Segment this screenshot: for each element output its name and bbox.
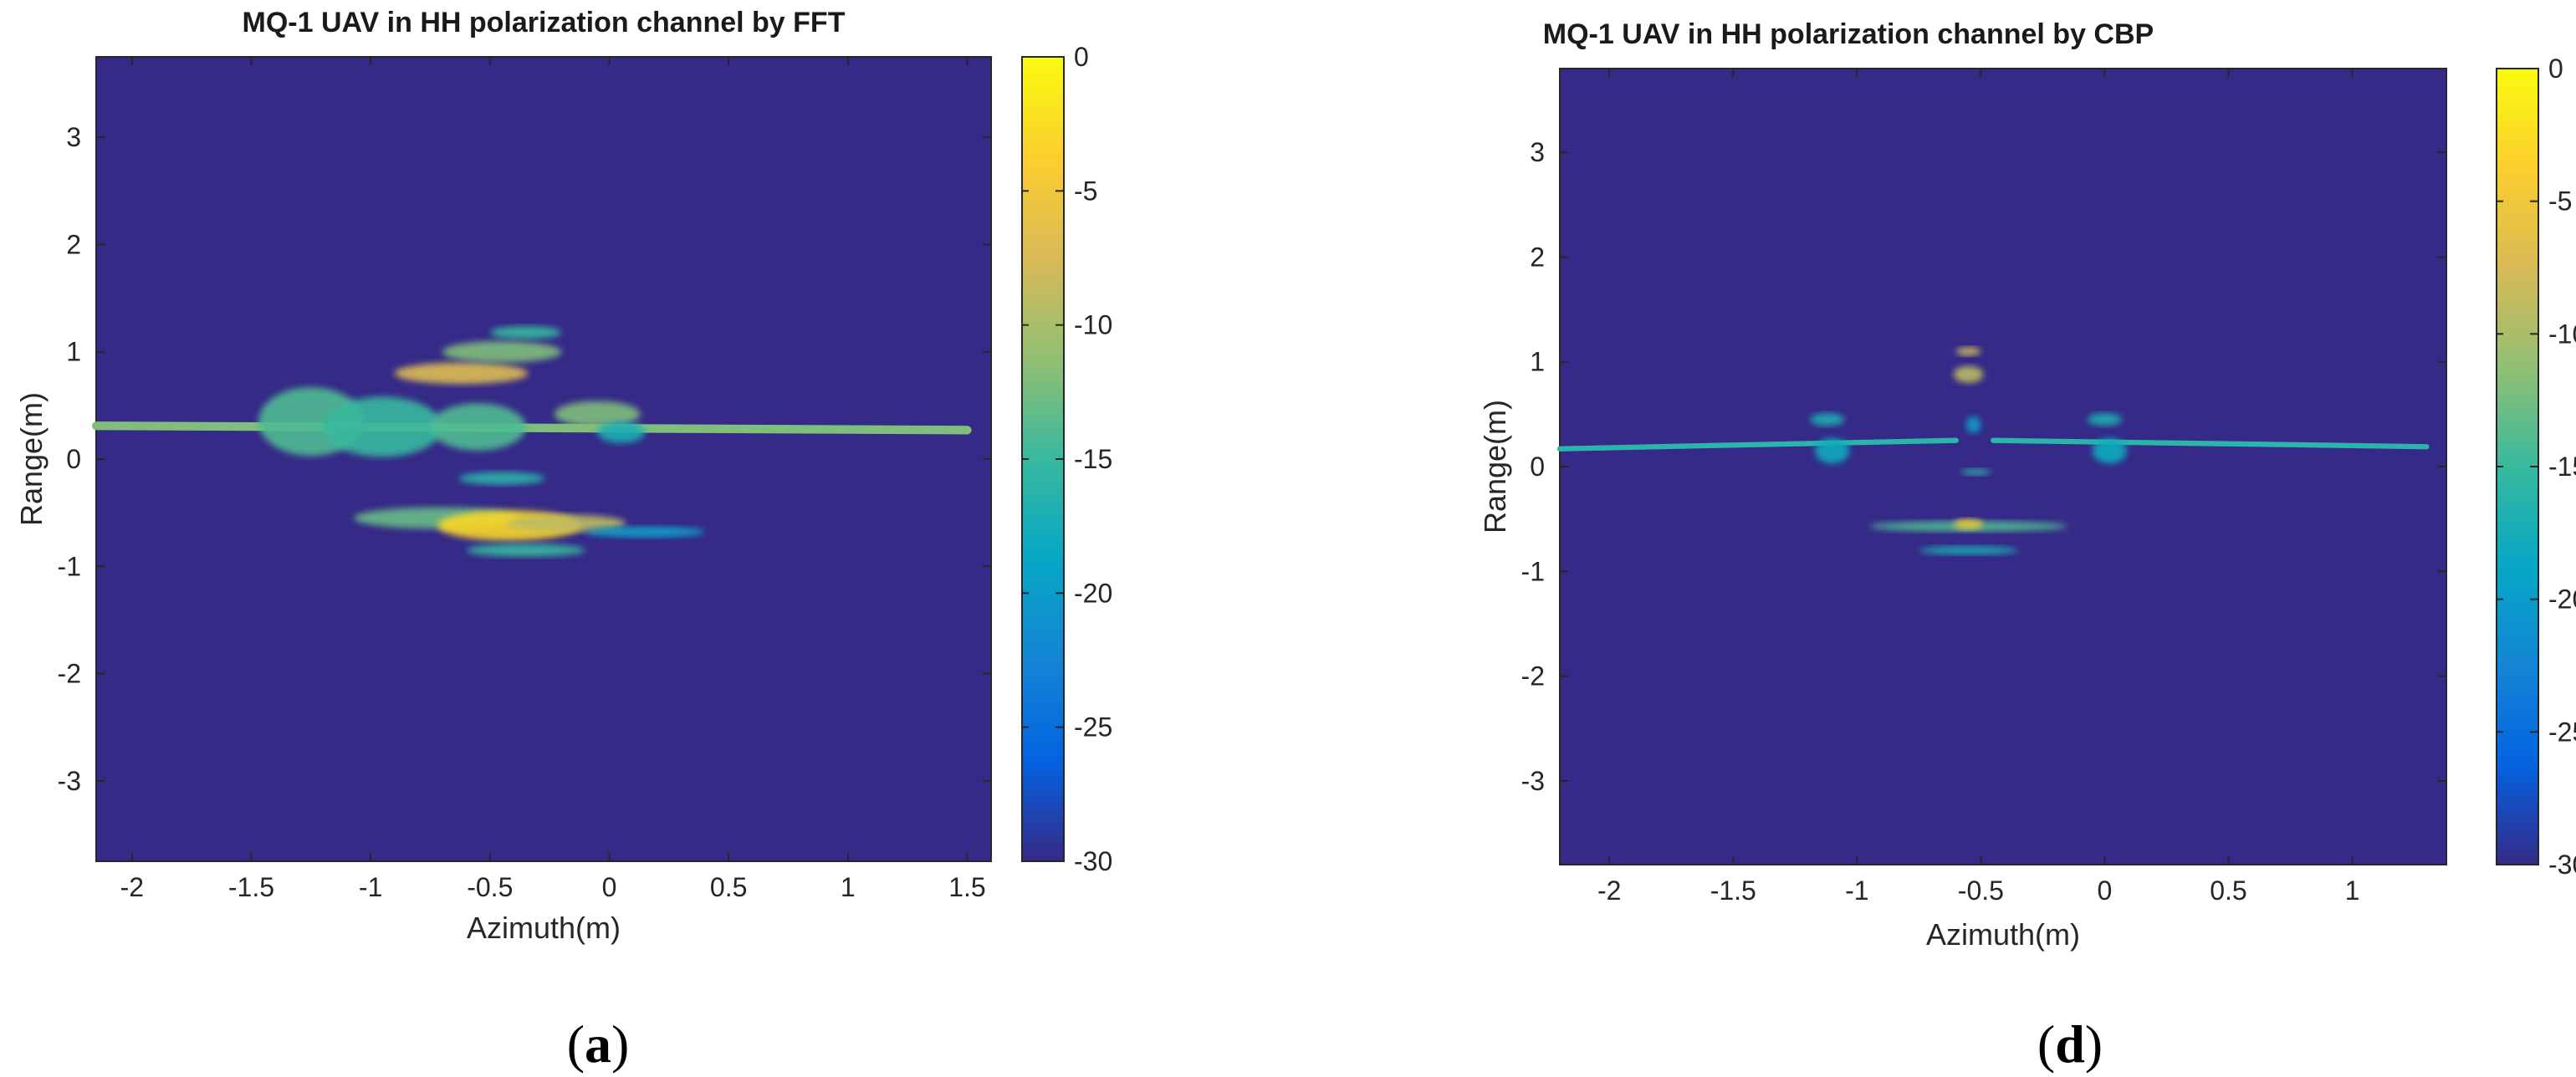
chart-fft-xaxis: -2 -1.5 -1 -0.5 0 0.5 1 1.5 <box>120 57 986 902</box>
chart-cbp-xtick-label: 0.5 <box>2210 875 2246 906</box>
chart-cbp-xtick-label: 0 <box>2097 875 2112 906</box>
chart-cbp-title: MQ-1 UAV in HH polarization channel by C… <box>1543 18 2154 50</box>
chart-cbp-yaxis: 3 2 1 0 -1 -2 -3 <box>1521 137 2446 796</box>
chart-fft-xtick-label: -1 <box>359 872 382 902</box>
chart-cbp-scatter-blob <box>1919 546 2018 555</box>
chart-fft-xtick-label: 1 <box>841 872 856 902</box>
chart-cbp-ytick-label: 1 <box>1530 347 1545 377</box>
chart-fft-scatter-blob <box>489 325 562 339</box>
chart-fft-colorbar-tick-label: -15 <box>1074 444 1112 474</box>
chart-fft-ytick-label: 3 <box>66 122 81 152</box>
chart-cbp-scatter-blob <box>2087 413 2123 426</box>
panel-label-a-letter: a <box>585 1014 611 1074</box>
chart-cbp-ytick-label: 2 <box>1530 242 1545 272</box>
chart-cbp-colorbar-tick-label: -30 <box>2548 850 2576 880</box>
panel-label-d-open: ( <box>2037 1014 2055 1074</box>
chart-fft-streak <box>91 421 972 435</box>
chart-fft-scatter-blob <box>585 526 705 538</box>
chart-cbp-ytick-label: -2 <box>1521 661 1545 692</box>
chart-cbp-marks <box>1556 347 2430 555</box>
chart-fft-scatter-blob <box>458 472 545 485</box>
panel-label-d: (d) <box>2037 1014 2103 1074</box>
panel-label-a-open: ( <box>567 1014 585 1074</box>
chart-fft-ylabel: Range(m) <box>14 392 49 526</box>
chart-cbp-ylabel: Range(m) <box>1478 400 1512 533</box>
chart-cbp-scatter-blob <box>1814 438 1850 464</box>
chart-cbp-colorbar-tick-label: -20 <box>2548 584 2576 615</box>
chart-fft-ytick-label: 2 <box>66 229 81 259</box>
chart-cbp-colorbar-tick-label: 0 <box>2548 54 2563 84</box>
chart-fft-scatter-blob <box>430 403 526 451</box>
chart-fft: MQ-1 UAV in HH polarization channel by F… <box>14 7 1112 1074</box>
chart-cbp-ytick-label: 3 <box>1530 137 1545 167</box>
chart-fft-xtick-label: 0.5 <box>710 872 747 902</box>
chart-cbp-scatter-blob <box>1953 365 1984 383</box>
chart-cbp-scatter-blob <box>1965 416 1981 433</box>
chart-fft-title: MQ-1 UAV in HH polarization channel by F… <box>243 7 846 38</box>
chart-fft-scatter-blob <box>323 396 442 457</box>
chart-fft-scatter-blob <box>394 362 529 385</box>
chart-fft-colorbar-tick-label: -20 <box>1074 578 1112 608</box>
chart-fft-scatter-blob <box>597 421 646 443</box>
chart-fft-ytick-label: -3 <box>58 766 81 796</box>
chart-cbp-scatter-blob <box>1955 347 1981 356</box>
chart-fft-xlabel: Azimuth(m) <box>467 911 621 945</box>
chart-cbp-ytick-label: -3 <box>1521 766 1545 796</box>
chart-cbp-xtick-label: -2 <box>1597 875 1621 906</box>
chart-fft-colorbar-tick-label: -5 <box>1074 176 1097 206</box>
chart-cbp-streak <box>1991 437 2430 450</box>
chart-fft-xtick-label: 0 <box>602 872 617 902</box>
panel-label-d-letter: d <box>2055 1014 2085 1074</box>
chart-fft-ytick-label: 0 <box>66 444 81 474</box>
panel-label-a: (a) <box>567 1014 630 1074</box>
chart-cbp-xlabel: Azimuth(m) <box>1926 917 2080 952</box>
chart-cbp-xtick-label: -0.5 <box>1958 875 2004 906</box>
chart-cbp-xtick-label: 1 <box>2345 875 2360 906</box>
chart-cbp-colorbar-tick-label: -25 <box>2548 717 2576 747</box>
chart-cbp-scatter-blob <box>1810 413 1845 426</box>
chart-cbp-colorbar-tick-label: -5 <box>2548 186 2572 217</box>
chart-fft-xtick-label: 1.5 <box>948 872 985 902</box>
chart-fft-colorbar-tick-label: 0 <box>1074 42 1089 72</box>
chart-fft-ytick-label: 1 <box>66 337 81 367</box>
chart-cbp-plot-bg <box>1559 68 2447 865</box>
panel-label-a-close: ) <box>611 1014 629 1074</box>
panel-label-d-close: ) <box>2085 1014 2103 1074</box>
chart-fft-colorbar-tick-label: -25 <box>1074 712 1112 743</box>
chart-cbp-colorbar-tick-label: -10 <box>2548 319 2576 349</box>
chart-fft-marks <box>91 325 972 557</box>
chart-fft-scatter-blob <box>466 544 585 557</box>
chart-cbp-colorbar-ticks: 0 -5 -10 -15 -20 -25 -30 <box>2497 54 2576 880</box>
chart-fft-ytick-label: -2 <box>58 659 81 689</box>
chart-fft-colorbar-tick-label: -10 <box>1074 310 1112 340</box>
chart-cbp-colorbar-tick-label: -15 <box>2548 452 2576 482</box>
chart-fft-xtick-label: -1.5 <box>228 872 274 902</box>
chart-fft-scatter-blob <box>554 401 641 427</box>
chart-cbp-xtick-label: -1 <box>1845 875 1868 906</box>
chart-fft-xtick-label: -0.5 <box>467 872 513 902</box>
chart-cbp-ytick-label: 0 <box>1530 452 1545 482</box>
chart-cbp-xtick-label: -1.5 <box>1710 875 1756 906</box>
chart-cbp-scatter-blob <box>2092 438 2128 464</box>
chart-cbp-ytick-label: -1 <box>1521 556 1545 586</box>
chart-fft-scatter-blob <box>442 340 562 363</box>
chart-cbp: MQ-1 UAV in HH polarization channel by C… <box>1478 18 2576 1074</box>
chart-cbp-scatter-blob <box>1953 518 1984 530</box>
chart-fft-scatter-blob <box>506 514 626 533</box>
chart-fft-colorbar-tick-label: -30 <box>1074 846 1112 876</box>
chart-cbp-scatter-blob <box>1960 468 1991 476</box>
chart-fft-plot-bg <box>95 56 992 862</box>
chart-fft-xtick-label: -2 <box>120 872 144 902</box>
chart-cbp-xaxis: -2 -1.5 -1 -0.5 0 0.5 1 <box>1597 69 2359 906</box>
chart-fft-colorbar-ticks: 0 -5 -10 -15 -20 -25 -30 <box>1022 42 1112 876</box>
chart-fft-ytick-label: -1 <box>58 551 81 581</box>
chart-fft-yaxis: 3 2 1 0 -1 -2 -3 <box>58 122 991 796</box>
chart-cbp-streak <box>1556 437 1959 452</box>
